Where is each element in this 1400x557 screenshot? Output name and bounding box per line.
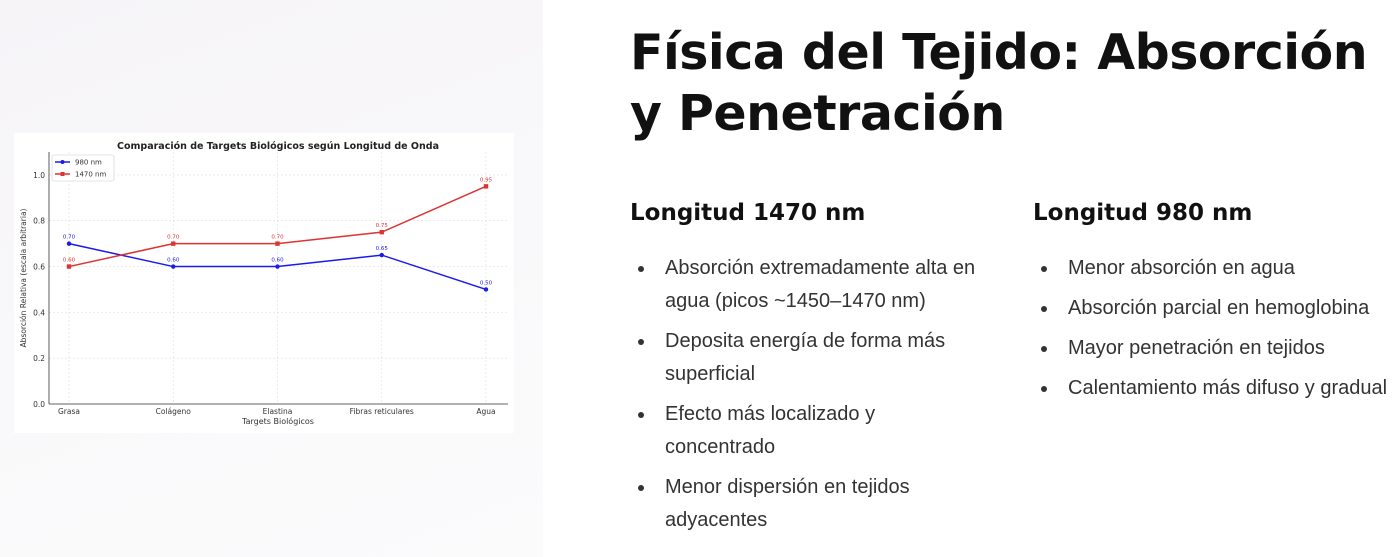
legend-label: 980 nm [75,159,102,167]
line-chart: Comparación de Targets Biológicos según … [14,133,514,433]
data-label: 0.65 [376,246,389,252]
bullet-item: Menor dispersión en tejidos adyacentes [630,471,990,537]
data-label: 0.50 [480,280,493,286]
bullet-item: Efecto más localizado y concentrado [630,398,990,464]
x-axis-label: Targets Biológicos [241,416,314,426]
data-label: 0.75 [376,223,389,229]
column-heading: Longitud 980 nm [1033,200,1253,226]
data-point [171,264,176,269]
legend-marker [60,160,65,164]
data-point [379,229,384,235]
data-point [275,241,280,246]
data-point [275,264,280,269]
data-point [379,252,384,258]
data-point [171,241,176,246]
bullet-item: Mayor penetración en tejidos [1033,332,1398,365]
data-point [66,241,72,246]
data-point [66,264,72,269]
data-point [483,287,489,292]
bullet-item: Deposita energía de forma más superficia… [630,325,990,391]
y-tick-label: 0.2 [33,354,45,363]
bullet-item: Menor absorción en agua [1033,252,1398,285]
column-heading: Longitud 1470 nm [630,200,866,226]
x-tick-label: Agua [476,407,495,416]
x-tick-label: Fibras reticulares [350,407,414,416]
data-label: 0.60 [63,258,76,264]
chart-svg: Comparación de Targets Biológicos según … [19,141,508,426]
legend-label: 1470 nm [75,171,106,179]
slide-title: Física del Tejido: Absorción y Penetraci… [630,24,1368,142]
y-tick-label: 1.0 [33,171,45,180]
bullet-item: Absorción parcial en hemoglobina [1033,292,1398,325]
y-tick-label: 0.6 [33,263,45,272]
data-label: 0.60 [167,258,180,264]
y-tick-label: 0.4 [33,308,45,317]
y-axis-label: Absorción Relativa (escala arbitraria) [19,208,28,347]
data-label: 0.60 [271,258,284,264]
chart-title: Comparación de Targets Biológicos según … [117,141,439,152]
x-tick-label: Colágeno [156,407,192,416]
y-tick-label: 0.0 [33,400,45,409]
data-label: 0.70 [167,235,180,241]
column-980: Longitud 980 nm Menor absorción en agua … [1033,200,1398,412]
series-line-1470nm [68,185,487,268]
legend-marker [60,172,65,176]
bullet-item: Absorción extremadamente alta en agua (p… [630,252,990,318]
y-tick-label: 0.8 [33,217,45,226]
data-label: 0.70 [271,235,284,241]
data-label: 0.95 [480,177,493,183]
x-tick-label: Grasa [58,407,80,416]
column-1470: Longitud 1470 nm Absorción extremadament… [630,200,990,544]
data-label: 0.70 [63,235,76,241]
chart-panel: Comparación de Targets Biológicos según … [0,0,543,557]
bullet-item: Calentamiento más difuso y gradual [1033,372,1398,405]
data-point [483,184,489,189]
x-tick-label: Elastina [263,407,293,416]
